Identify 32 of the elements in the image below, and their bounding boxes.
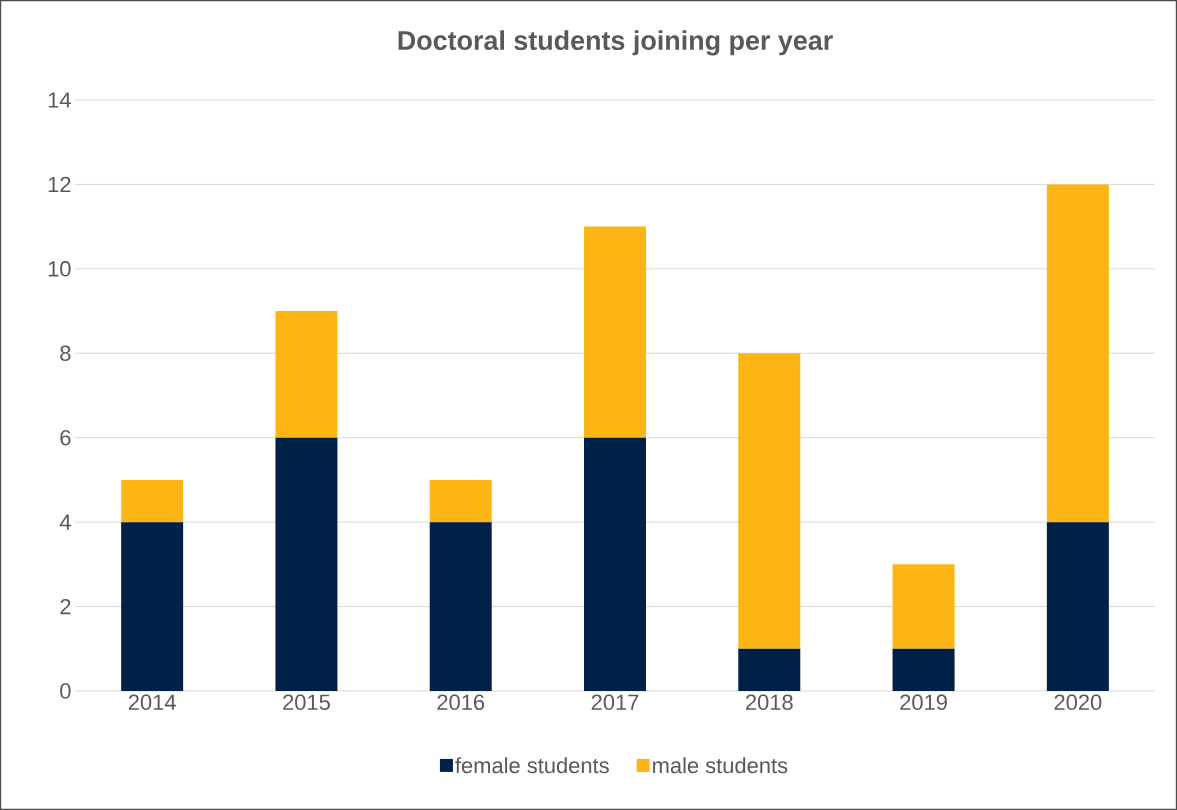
- x-tick-label: 2015: [283, 694, 330, 711]
- bar: [429, 479, 492, 523]
- bar: [584, 226, 646, 438]
- bar: [738, 648, 801, 691]
- y-tick-label: 12: [48, 176, 71, 193]
- y-tick-label: 6: [60, 429, 71, 446]
- bar: [1046, 184, 1109, 523]
- bar: [892, 648, 955, 691]
- bar: [584, 437, 646, 691]
- y-tick-label: 8: [60, 345, 71, 362]
- x-tick-label: 2017: [591, 694, 639, 711]
- y-tick-label: 4: [59, 514, 71, 530]
- bar: [892, 564, 955, 649]
- legend-label: male students: [653, 757, 788, 774]
- y-tick-label: 2: [60, 598, 71, 615]
- x-tick-label: 2019: [900, 694, 947, 711]
- y-tick-label: 0: [60, 683, 71, 699]
- y-tick-label: 10: [48, 261, 71, 277]
- x-tick-label: 2018: [746, 694, 793, 711]
- x-tick-label: 2014: [128, 694, 176, 711]
- bar: [738, 353, 801, 649]
- legend-label: female students: [455, 757, 609, 774]
- bar: [121, 479, 184, 523]
- bar: [121, 522, 184, 691]
- chart-title: Doctoral students joining per year: [398, 30, 833, 56]
- bar: [429, 522, 492, 691]
- bar: [1046, 522, 1109, 691]
- x-tick-label: 2016: [437, 694, 485, 711]
- x-tick-label: 2020: [1054, 694, 1102, 711]
- bar: [275, 437, 338, 691]
- bar: [275, 311, 338, 438]
- y-tick-label: 14: [48, 92, 71, 108]
